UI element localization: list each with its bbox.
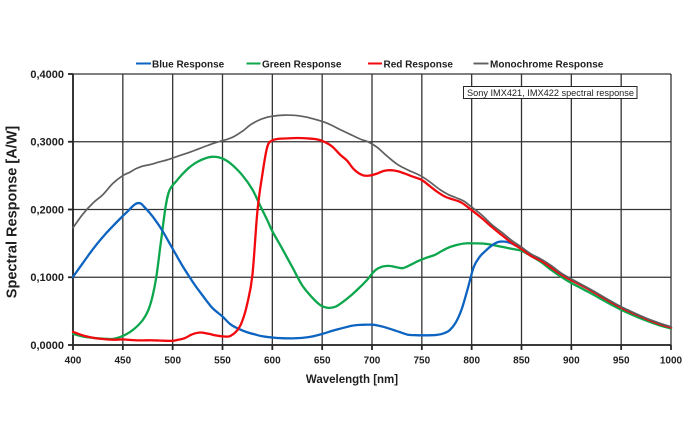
svg-text:Spectral Response [A/W]: Spectral Response [A/W] <box>5 126 21 299</box>
svg-text:750: 750 <box>413 356 430 367</box>
svg-text:0,3000: 0,3000 <box>30 137 64 149</box>
svg-text:Sony IMX421, IMX422 spectral r: Sony IMX421, IMX422 spectral response <box>467 88 634 98</box>
svg-text:1000: 1000 <box>660 356 683 367</box>
svg-text:500: 500 <box>164 356 181 367</box>
svg-text:400: 400 <box>65 356 82 367</box>
svg-text:0,2000: 0,2000 <box>30 204 64 216</box>
svg-text:Wavelength [nm]: Wavelength [nm] <box>306 374 398 386</box>
svg-text:0,4000: 0,4000 <box>30 69 64 81</box>
svg-text:850: 850 <box>513 356 530 367</box>
svg-text:600: 600 <box>264 356 281 367</box>
svg-text:0,1000: 0,1000 <box>30 272 64 284</box>
svg-text:Monochrome Response: Monochrome Response <box>490 60 604 71</box>
svg-text:Green Response: Green Response <box>262 60 342 71</box>
svg-text:900: 900 <box>563 356 580 367</box>
svg-text:550: 550 <box>214 356 231 367</box>
svg-text:950: 950 <box>613 356 630 367</box>
svg-text:Red Response: Red Response <box>384 60 454 71</box>
svg-text:Blue Response: Blue Response <box>152 60 225 71</box>
svg-text:0,0000: 0,0000 <box>30 340 64 352</box>
svg-text:700: 700 <box>364 356 381 367</box>
svg-text:450: 450 <box>114 356 131 367</box>
svg-text:650: 650 <box>314 356 331 367</box>
svg-text:800: 800 <box>463 356 480 367</box>
